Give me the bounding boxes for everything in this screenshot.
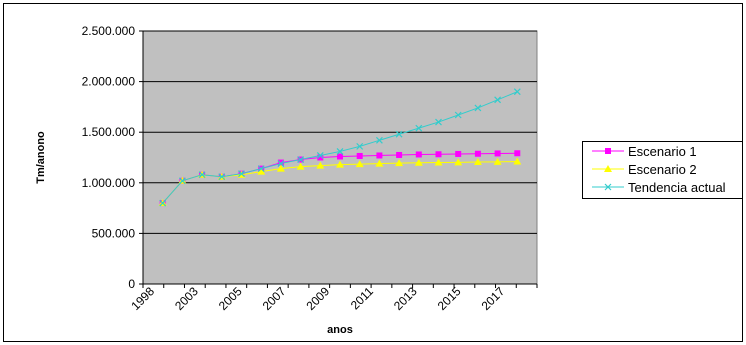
legend-marker <box>604 165 612 172</box>
data-point <box>376 152 383 159</box>
data-point <box>375 159 384 167</box>
legend-entry: Escenario 1 <box>592 144 697 159</box>
data-point <box>257 167 266 175</box>
data-point <box>396 151 403 158</box>
data-point <box>277 160 285 167</box>
data-point <box>159 199 167 207</box>
legend-label: Escenario 2 <box>628 162 697 177</box>
y-tick-label: 1.000.000 <box>82 176 136 190</box>
legend-entry: Escenario 2 <box>592 162 697 177</box>
legend-marker <box>604 183 612 191</box>
y-tick-label: 500.000 <box>92 226 136 240</box>
data-point <box>238 170 245 178</box>
data-point <box>297 156 305 163</box>
data-point <box>178 177 186 185</box>
x-axis-title: anos <box>327 324 353 336</box>
data-point <box>317 154 324 161</box>
y-tick-label: 1.500.000 <box>82 125 136 139</box>
legend-label: Tendencia actual <box>628 180 726 195</box>
data-point <box>414 158 423 166</box>
legend-entry: Tendencia actual <box>592 180 726 195</box>
series-tendencia-actual <box>159 88 521 207</box>
y-tick-label: 0 <box>128 277 135 291</box>
data-point <box>454 111 462 119</box>
data-point <box>415 151 422 158</box>
data-point <box>473 158 482 166</box>
y-axis-title: Tm/anono <box>35 131 47 184</box>
data-point <box>316 161 325 169</box>
data-point <box>257 165 265 173</box>
data-point <box>337 153 343 160</box>
data-point <box>276 164 285 172</box>
data-point <box>375 136 383 144</box>
data-point <box>435 118 442 126</box>
data-point <box>316 152 324 159</box>
data-point <box>435 151 442 158</box>
data-point <box>434 158 443 166</box>
data-point <box>355 160 364 168</box>
data-point <box>356 152 363 159</box>
data-point <box>455 150 462 157</box>
legend: Escenario 1 Escenario 2 Tendencia actual <box>582 141 743 199</box>
data-point <box>493 157 502 165</box>
data-point <box>474 150 481 157</box>
data-point <box>336 160 344 168</box>
data-point <box>296 162 305 170</box>
series-lines <box>158 88 522 207</box>
data-point <box>513 88 521 96</box>
data-point <box>356 142 364 150</box>
legend-label: Escenario 1 <box>628 144 697 159</box>
data-point <box>277 159 284 166</box>
y-axis: 0 500.000 1.000.000 1.500.000 2.000.000 2.500… <box>82 24 144 291</box>
data-point <box>513 157 522 165</box>
data-point <box>454 158 463 166</box>
data-point <box>474 104 482 112</box>
data-point <box>494 150 501 157</box>
y-tick-label: 2.500.000 <box>82 24 136 38</box>
legend-marker <box>605 148 611 154</box>
data-point <box>198 171 206 179</box>
data-point <box>218 173 226 181</box>
data-point <box>494 96 502 104</box>
data-point <box>514 150 521 157</box>
y-tick-label: 2.000.000 <box>82 75 136 89</box>
data-point <box>415 124 423 132</box>
data-point <box>336 148 344 155</box>
gridlines <box>143 30 537 234</box>
data-point <box>395 130 403 138</box>
data-point <box>395 159 404 167</box>
